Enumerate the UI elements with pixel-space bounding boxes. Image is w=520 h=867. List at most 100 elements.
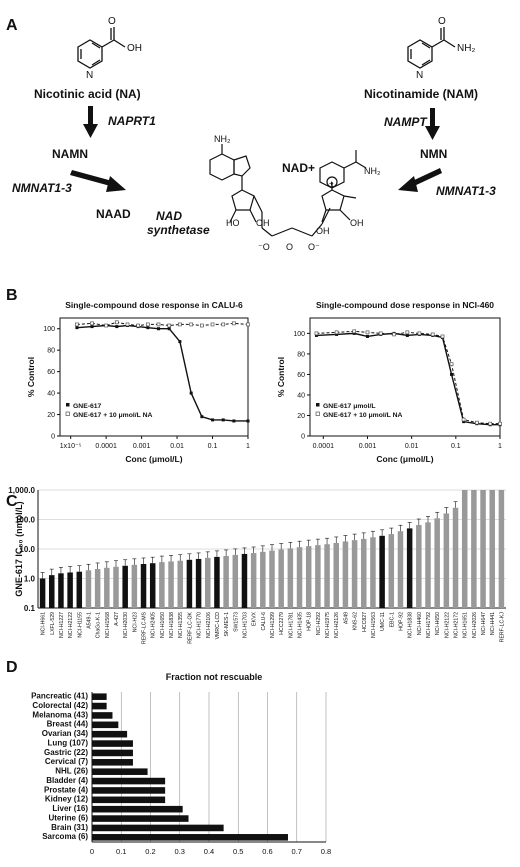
y-axis-label: GNE-617 IC₅₀ (nmol/L) bbox=[14, 501, 24, 596]
x-tick-label: 0.1 bbox=[208, 443, 218, 450]
bar bbox=[241, 553, 248, 608]
category-label: NCI-H1355 bbox=[178, 612, 184, 638]
bar bbox=[250, 553, 257, 608]
data-point bbox=[450, 372, 454, 376]
legend-marker bbox=[66, 403, 70, 407]
y-tick-label: 100.0 bbox=[15, 516, 36, 525]
nicotinamide-structure bbox=[407, 27, 456, 69]
bar bbox=[406, 528, 413, 608]
bar bbox=[333, 542, 339, 608]
nad-plus-label: NAD+ bbox=[282, 161, 315, 175]
bar bbox=[260, 551, 266, 608]
nad-nh2-right: NH₂ bbox=[364, 166, 381, 176]
data-point bbox=[405, 333, 409, 337]
nad-synthetase-label-1: NAD bbox=[156, 209, 182, 223]
bar bbox=[223, 555, 229, 608]
category-label: NCI-H1770 bbox=[197, 612, 203, 638]
category-label: NCI-H2026 bbox=[472, 612, 478, 638]
na-oh-atom: OH bbox=[127, 43, 142, 54]
y-tick-label: 100 bbox=[293, 331, 305, 338]
category-label: A-427 bbox=[114, 612, 120, 626]
data-point bbox=[488, 421, 493, 426]
category-label: UMC-11 bbox=[380, 612, 386, 631]
data-point bbox=[334, 330, 339, 335]
x-tick-label: 0.8 bbox=[321, 847, 331, 856]
category-label: Kidney (12) bbox=[45, 795, 88, 804]
y-tick-label: 0 bbox=[301, 434, 305, 441]
category-label: Liver (16) bbox=[52, 804, 88, 813]
panel-c-label: C bbox=[6, 493, 18, 510]
nad-structure bbox=[209, 144, 367, 237]
data-point bbox=[200, 323, 204, 328]
y-axis-label: % Control bbox=[276, 357, 286, 397]
nad-ho-left: HO bbox=[226, 218, 240, 228]
data-point bbox=[167, 327, 171, 331]
data-point bbox=[365, 334, 369, 338]
bar bbox=[177, 560, 183, 608]
bar bbox=[149, 563, 156, 608]
nad-oh-right-2: OH bbox=[350, 218, 364, 228]
y-tick-label: 0 bbox=[51, 434, 55, 441]
category-label: Melanoma (43) bbox=[32, 710, 88, 719]
data-point bbox=[475, 420, 479, 425]
data-point bbox=[178, 322, 182, 327]
nad-nh2-top: NH₂ bbox=[214, 134, 231, 144]
x-tick-label: 1x10⁻⁵ bbox=[60, 443, 82, 450]
category-label: VMRC-LCD bbox=[215, 612, 221, 640]
y-tick-label: 80 bbox=[47, 348, 55, 355]
category-label: NCI-H1155 bbox=[77, 612, 83, 638]
category-label: RERF-LC-KJ bbox=[499, 612, 505, 643]
data-point bbox=[114, 320, 119, 325]
bar bbox=[76, 571, 83, 608]
category-label: NCI-H1781 bbox=[288, 612, 294, 638]
dose-response-calu6-chart: Single-compound dose response in CALU-6 0… bbox=[26, 300, 250, 464]
bar bbox=[92, 740, 133, 747]
x-tick-label: 0.2 bbox=[145, 847, 155, 856]
bar bbox=[92, 834, 288, 841]
data-point bbox=[314, 333, 318, 337]
arrow-nmnat-left-icon bbox=[70, 170, 126, 192]
bar bbox=[92, 693, 107, 700]
bar bbox=[67, 572, 73, 608]
category-label: NCI-H1838 bbox=[169, 612, 175, 638]
category-label: NCI-H2122 bbox=[444, 612, 450, 638]
legend-label: GNE-617 + 10 μmol/L NA bbox=[73, 412, 152, 419]
ic50-bar-chart: 0.1 1.0 10.0 100.0 1,000.0 GNE-617 IC₅₀ (nmol… bbox=[8, 486, 506, 644]
bar bbox=[49, 575, 55, 608]
legend-label: GNE-617 bbox=[73, 403, 102, 410]
bar bbox=[92, 702, 107, 710]
nad-oh-right-1: OH bbox=[316, 226, 330, 236]
x-axis-label: Conc (μmol/L) bbox=[125, 454, 182, 464]
category-label: Pancreatic (41) bbox=[31, 692, 88, 701]
data-point bbox=[90, 325, 94, 329]
category-label: NCI-H1227 bbox=[59, 612, 65, 638]
naprt1-label: NAPRT1 bbox=[108, 114, 156, 128]
data-point bbox=[200, 415, 204, 419]
data-point bbox=[136, 323, 141, 328]
bar bbox=[351, 540, 358, 608]
x-tick-label: 0.6 bbox=[262, 847, 272, 856]
bar bbox=[39, 578, 46, 608]
bar bbox=[131, 564, 138, 608]
arrow-naprt1-icon bbox=[83, 106, 98, 138]
category-label: KNS-62 bbox=[353, 612, 359, 630]
bar bbox=[379, 535, 385, 608]
y-tick-label: 10.0 bbox=[19, 545, 35, 554]
category-label: LXFL-529 bbox=[50, 612, 56, 635]
category-label: NCI-H1435 bbox=[298, 612, 304, 638]
data-point bbox=[221, 322, 226, 327]
category-label: NCI-H2126 bbox=[334, 612, 340, 638]
data-point bbox=[352, 331, 356, 335]
bar bbox=[92, 768, 148, 775]
category-label: NCI-H1563 bbox=[371, 612, 377, 638]
bar bbox=[425, 522, 431, 608]
bar bbox=[168, 561, 174, 608]
x-tick-label: 0.3 bbox=[175, 847, 185, 856]
category-label: NCI-H650 bbox=[435, 612, 441, 635]
bar bbox=[92, 824, 224, 832]
category-label: Gastric (22) bbox=[44, 748, 88, 757]
x-tick-label: 0 bbox=[90, 847, 94, 856]
data-point bbox=[498, 421, 502, 426]
panel-a-label: A bbox=[6, 17, 18, 34]
na-label: Nicotinic acid (NA) bbox=[34, 87, 141, 101]
